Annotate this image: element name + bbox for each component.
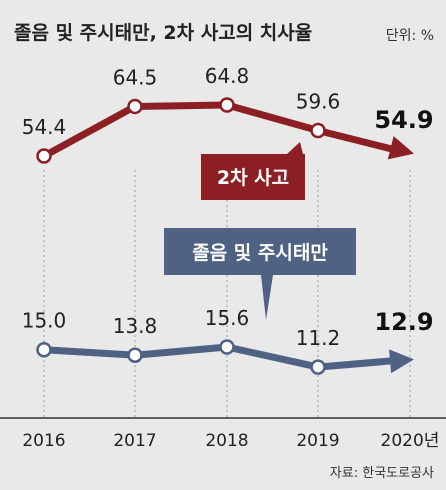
series-tag-bg xyxy=(201,154,305,200)
x-axis-ticks: 2016 2017 2018 2019 2020년 xyxy=(22,431,439,451)
source-note: 자료: 한국도로공사 xyxy=(330,466,434,481)
x-tick-label: 2016 xyxy=(22,431,65,451)
data-point xyxy=(36,341,52,358)
chart-header: 졸음 및 주시태만, 2차 사고의 치사율 단위: % xyxy=(14,22,434,44)
series-tag-label: 2차 사고 xyxy=(217,167,289,189)
series-arrow-head xyxy=(387,136,414,160)
x-tick-label: 2017 xyxy=(113,431,156,451)
data-label: 15.0 xyxy=(22,309,67,333)
data-label: 59.6 xyxy=(296,90,341,114)
data-point xyxy=(127,98,143,115)
series-arrow-head xyxy=(389,349,414,374)
data-label: 13.8 xyxy=(113,314,158,338)
data-label: 64.5 xyxy=(113,65,158,89)
data-label: 54.9 xyxy=(374,106,433,134)
x-tick-label: 2020년 xyxy=(381,431,440,451)
series-layer: 54.4 64.5 64.8 59.6 54.9 2차 사고 15.0 13.8 15.6 11.… xyxy=(22,64,434,375)
x-tick-label: 2019 xyxy=(296,431,339,451)
series-1: 15.0 13.8 15.6 11.2 12.9 졸음 및 주시태만 xyxy=(22,228,434,375)
data-label: 12.9 xyxy=(374,308,433,336)
series-tag-pointer xyxy=(261,275,273,320)
series-0: 54.4 64.5 64.8 59.6 54.9 2차 사고 xyxy=(22,64,434,200)
data-point xyxy=(219,97,235,113)
data-point xyxy=(127,347,143,363)
data-label: 64.8 xyxy=(205,64,250,88)
unit-label: 단위: % xyxy=(386,28,434,44)
data-point xyxy=(36,148,52,164)
series-tag-label: 졸음 및 주시태만 xyxy=(192,242,328,264)
x-tick-label: 2018 xyxy=(205,431,248,451)
series-line xyxy=(40,101,400,160)
data-point xyxy=(310,359,326,375)
series-tag-bg xyxy=(164,228,356,275)
chart-title: 졸음 및 주시태만, 2차 사고의 치사율 xyxy=(14,22,312,44)
data-point xyxy=(310,122,326,139)
data-label: 54.4 xyxy=(22,115,67,139)
data-label: 11.2 xyxy=(296,326,341,350)
series-tag-pointer xyxy=(287,142,303,154)
data-point xyxy=(219,339,235,355)
grid-lines xyxy=(43,170,411,418)
data-label: 15.6 xyxy=(205,306,250,330)
